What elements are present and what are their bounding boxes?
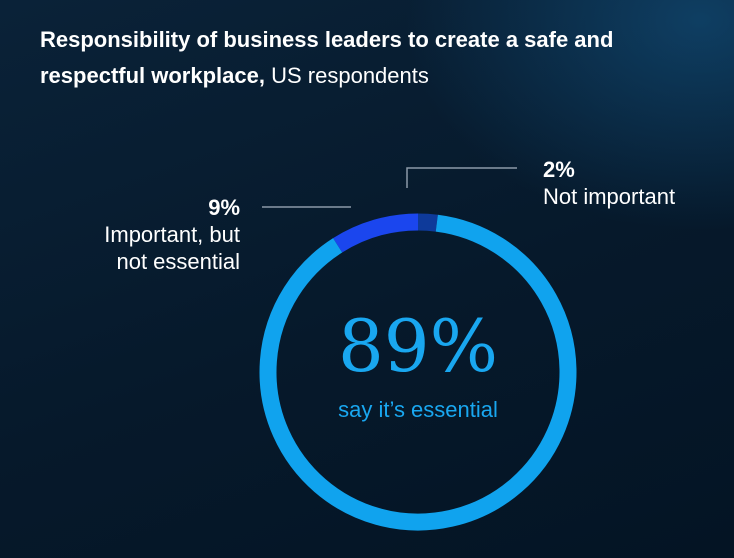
callout-value-2: 2% xyxy=(543,157,575,182)
title-subtitle: US respondents xyxy=(271,63,429,88)
callout-important-not-essential: 9% Important, but not essential xyxy=(104,194,240,275)
slice-important-not-essential xyxy=(333,213,419,253)
callout-label-9-line1: Important, but xyxy=(104,222,240,247)
callout-value-9: 9% xyxy=(208,195,240,220)
slice-not-important xyxy=(417,213,438,232)
chart-title: Responsibility of business leaders to cr… xyxy=(40,22,710,94)
center-label: say it’s essential xyxy=(338,397,498,422)
slice-essential xyxy=(259,214,577,531)
callout-label-2: Not important xyxy=(543,184,676,209)
leader-line-2 xyxy=(406,167,517,188)
callout-label-9-line2: not essential xyxy=(116,249,240,274)
title-bold: Responsibility of business leaders to cr… xyxy=(40,27,614,88)
center-value: 89% xyxy=(337,304,499,388)
donut-slices xyxy=(259,213,577,531)
callout-not-important: 2% Not important xyxy=(543,156,675,210)
